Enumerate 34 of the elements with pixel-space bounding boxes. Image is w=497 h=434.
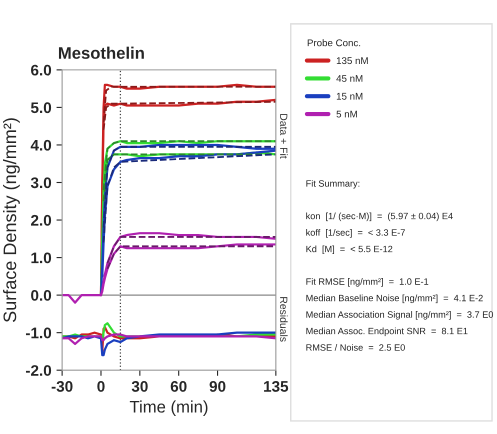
text: koff [1/sec] = < 3.3 E-7 — [306, 229, 405, 238]
x-tick-label: 0 — [97, 381, 105, 392]
x-axis-title: Time (min) — [130, 400, 208, 416]
y-tick-label: 6.0 — [31, 64, 52, 76]
x-tick-label: 30 — [132, 381, 148, 392]
y-tick-label: 5.0 — [30, 102, 52, 114]
legend-label: 135 nM — [336, 57, 368, 64]
legend-label: 45 nM — [336, 75, 362, 82]
y-tick-label: 1.0 — [31, 252, 52, 264]
x-tick-label: -30 — [52, 381, 73, 392]
y-tick-label: 3.0 — [30, 177, 52, 188]
text: kon [1/ (sec·M)] = (5.97 ± 0.04) E4 — [306, 212, 453, 222]
text: Median Assoc. Endpoint SNR = 8.1 E1 — [306, 328, 468, 336]
text: Median Association Signal [ng/mm²] = 3.7 E0 — [306, 311, 494, 320]
text: Fit RMSE [ng/mm²] = 1.0 E-1 — [306, 278, 428, 287]
y-tick-label: 4.0 — [30, 140, 52, 151]
text: Kd [M] = < 5.5 E-12 — [306, 246, 392, 254]
x-tick-label: 135 — [264, 381, 288, 392]
text: Fit Summary: — [306, 180, 360, 189]
y-tick-label: -1.0 — [26, 328, 52, 338]
text: Median Baseline Noise [ng/mm²] = 4.1 E-2 — [306, 294, 483, 304]
y-tick-label: -2.0 — [26, 365, 52, 376]
legend-title: Probe Conc. — [308, 39, 360, 46]
legend-label: 5 nM — [336, 110, 357, 118]
y-tick-label: 2.0 — [31, 214, 52, 226]
y-tick-label: 0.0 — [31, 290, 52, 301]
text: Data + Fit — [280, 114, 288, 159]
x-tick-label: 60 — [170, 381, 187, 392]
text: Residuals — [280, 297, 288, 342]
legend-label: 15 nM — [336, 92, 362, 100]
y-axis-title: Surface Density (ng/mm²) — [3, 118, 20, 322]
text: RMSE / Noise = 2.5 E0 — [306, 344, 405, 351]
x-tick-label: 90 — [210, 381, 226, 392]
chart-title: Mesothelin — [58, 46, 144, 59]
